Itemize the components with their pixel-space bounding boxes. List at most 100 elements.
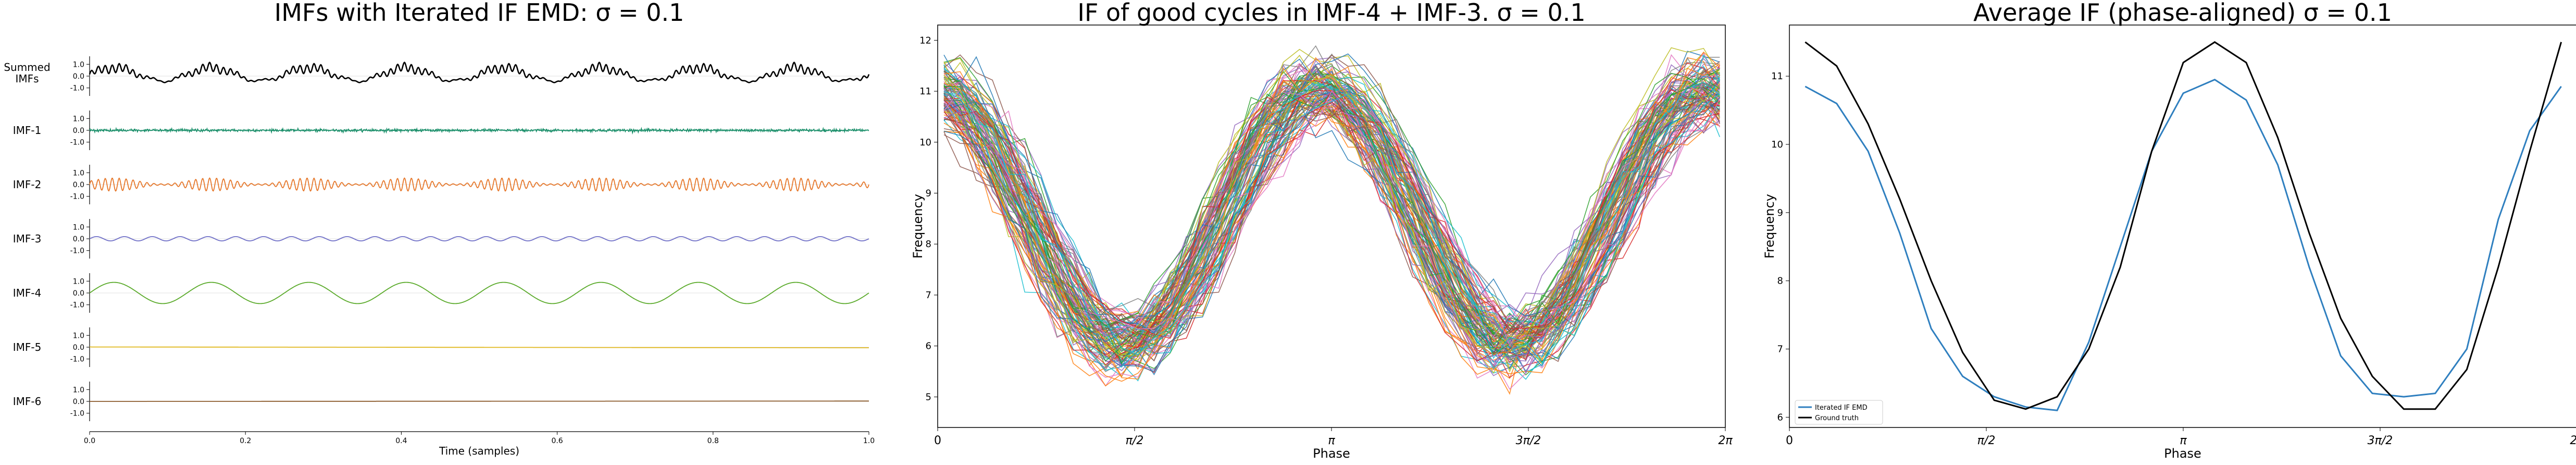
imf-row: IMF-2 1.0 0.0 -1.0 (13, 165, 869, 204)
if-cycles-panel-ylabel: Frequency (911, 194, 925, 259)
imf-xtick-label: 0.2 (240, 437, 251, 445)
average-if-xtick-label: 3π/2 (2368, 434, 2393, 447)
imf-row-label: IMF-4 (13, 287, 42, 299)
imf-row-ytick-label: -1.0 (70, 84, 84, 93)
imf-row: IMF-5 1.0 0.0 -1.0 (13, 327, 869, 367)
if-cycles-ytick-label: 6 (926, 341, 931, 352)
imf-row: IMF-3 1.0 0.0 -1.0 (13, 219, 869, 259)
if-cycle-line (943, 68, 1720, 364)
if-cycles-ytick-label: 8 (926, 239, 931, 250)
imf-xtick-label: 0.8 (707, 437, 719, 445)
imf-row-ytick-label: 0.0 (73, 398, 84, 406)
imf-row-label: IMF-5 (13, 341, 42, 353)
if-cycles-ytick-label: 5 (926, 391, 931, 402)
if-cycles-ytick-label: 11 (919, 86, 931, 97)
imf-row-ytick-label: 0.0 (73, 72, 84, 81)
imf-row-ytick-label: 0.0 (73, 235, 84, 243)
if-cycles-panel: IF of good cycles in IMF-4 + IMF-3. σ = … (911, 0, 1733, 461)
if-cycles-ytick-label: 7 (926, 290, 931, 301)
if-cycle-line (943, 78, 1720, 362)
if-cycle-line (943, 82, 1720, 329)
imf-row-ytick-label: -1.0 (70, 247, 84, 255)
average-if-panel-title: Average IF (phase-aligned) σ = 0.1 (1973, 0, 2392, 27)
imf-row: IMF-4 1.0 0.0 -1.0 (13, 273, 869, 313)
if-cycles-ytick-label: 12 (919, 35, 931, 46)
if-cycle-line (943, 70, 1720, 346)
imf-row-ytick-label: 1.0 (73, 169, 84, 177)
imf-row: IMF-1 1.0 0.0 -1.0 (13, 111, 869, 150)
average-if-panel: Average IF (phase-aligned) σ = 0.1 0 π/2 π… (1762, 0, 2576, 461)
imf-row-ytick-label: 1.0 (73, 386, 84, 394)
if-cycles-ytick-label: 10 (919, 137, 931, 148)
average-if-ytick-label: 8 (1777, 276, 1783, 287)
imf-row-label: Summed IMFs (4, 61, 50, 85)
imf-panel: IMFs with Iterated IF EMD: σ = 0.1 Summe… (4, 0, 875, 457)
legend-label-iterated: Iterated IF EMD (1815, 404, 1868, 412)
imf-row-ytick-label: 1.0 (73, 332, 84, 340)
if-cycle-line (943, 57, 1720, 359)
average-if-xtick-label: 2π (2570, 434, 2576, 447)
imf-row-label: IMF-6 (13, 395, 42, 408)
average-if-ytick-label: 11 (1771, 71, 1783, 82)
if-cycle-line (943, 83, 1720, 337)
imf-row-ytick-label: 0.0 (73, 181, 84, 189)
imf-row: IMF-6 1.0 0.0 -1.0 (13, 382, 869, 421)
imf-row-ytick-label: -1.0 (70, 410, 84, 418)
imf-row-ytick-label: 0.0 (73, 289, 84, 298)
legend: Iterated IF EMD Ground truth (1795, 400, 1883, 425)
average-if-ytick-label: 7 (1777, 344, 1783, 355)
if-cycle-line (943, 54, 1720, 338)
if-cycle-line (943, 91, 1720, 333)
imf-xtick-label: 0.6 (551, 437, 563, 445)
imf-signal-line (89, 62, 870, 83)
imf-xtick-label: 0.4 (395, 437, 407, 445)
imf-row-ytick-label: -1.0 (70, 193, 84, 201)
if-cycle-line (943, 81, 1720, 371)
average-if-panel-xlabel: Phase (2164, 446, 2201, 461)
imf-panel-xlabel: Time (samples) (439, 445, 519, 457)
average-if-xtick-label: 0 (1786, 434, 1793, 447)
imf-row-label: IMF-2 (13, 178, 42, 191)
if-cycles-ytick-label: 9 (926, 188, 931, 199)
imf-row-ytick-label: -1.0 (70, 139, 84, 147)
imf-row-ytick-label: 1.0 (73, 115, 84, 123)
if-cycles-xtick-label: 0 (934, 434, 941, 447)
if-cycles-panel-title: IF of good cycles in IMF-4 + IMF-3. σ = … (1077, 0, 1585, 27)
imf-xtick-label: 1.0 (863, 437, 875, 445)
imf-row-label: IMF-3 (13, 232, 42, 245)
imf-signal-line (89, 236, 869, 241)
imf-row-label: IMF-1 (13, 124, 42, 137)
average-if-xtick-label: π (2180, 434, 2187, 447)
if-cycle-line (943, 47, 1720, 350)
if-cycles-xtick-label: 2π (1718, 434, 1733, 447)
if-cycle-line (943, 90, 1720, 363)
if-cycle-line (943, 95, 1720, 338)
imf-row-ytick-label: 0.0 (73, 344, 84, 352)
average-if-ytick-label: 10 (1771, 139, 1783, 150)
if-cycle-line (943, 89, 1721, 347)
if-cycles-xtick-label: π (1328, 434, 1335, 447)
imf-row-ytick-label: 1.0 (73, 223, 84, 231)
imf-row-ytick-label: -1.0 (70, 356, 84, 364)
imf-panel-title: IMFs with Iterated IF EMD: σ = 0.1 (275, 0, 685, 27)
imf-xtick-label: 0.0 (84, 437, 95, 445)
if-cycle-line (943, 84, 1720, 322)
iterated-if-emd-line (1805, 79, 2562, 411)
if-cycles-xtick-label: π/2 (1126, 434, 1144, 447)
if-cycle-line (943, 74, 1720, 359)
imf-signal-line (89, 282, 869, 304)
if-cycles-panel-xlabel: Phase (1313, 446, 1350, 461)
imf-signal-line (90, 346, 869, 348)
imf-signal-line (89, 177, 869, 192)
average-if-ytick-label: 9 (1777, 207, 1783, 218)
average-if-ytick-label: 6 (1777, 412, 1783, 423)
average-if-axes-frame (1789, 25, 2576, 428)
imf-row-ytick-label: 0.0 (73, 127, 84, 135)
average-if-xtick-label: π/2 (1977, 434, 1996, 447)
ground-truth-line (1805, 41, 2562, 410)
imf-signal-line (89, 127, 869, 135)
imf-row: Summed IMFs 1.0 0.0 -1.0 (4, 56, 870, 96)
imf-row-ytick-label: -1.0 (70, 301, 84, 310)
legend-label-ground-truth: Ground truth (1815, 414, 1859, 422)
